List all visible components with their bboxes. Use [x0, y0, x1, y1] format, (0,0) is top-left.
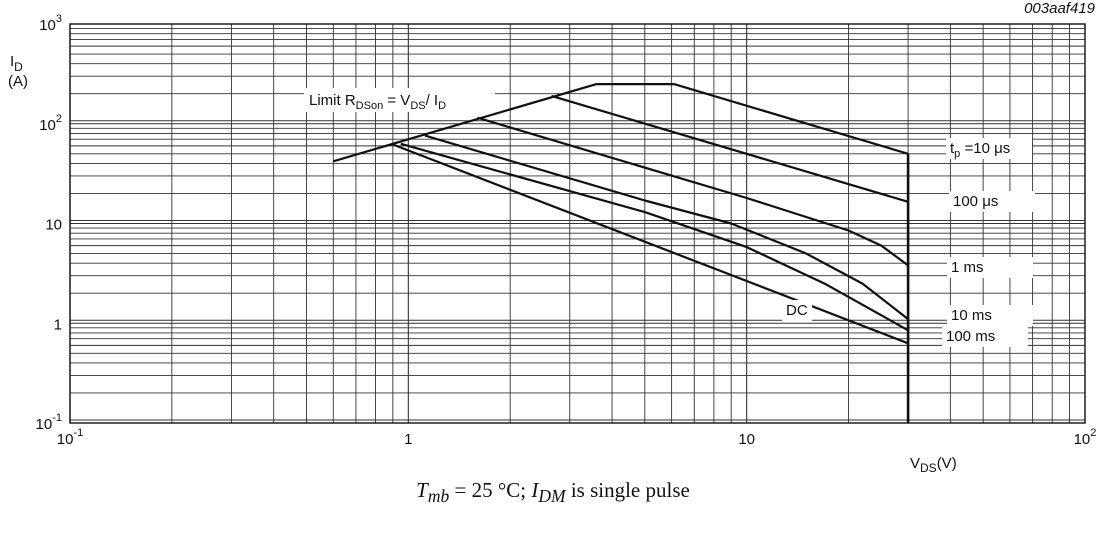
series-line: [400, 142, 909, 332]
y-axis-label: ID: [10, 53, 23, 74]
x-tick-label: 10: [738, 431, 755, 448]
series-labels: tp =10 μs 100 μs 1 ms 10 ms 100 ms DC: [782, 138, 1035, 347]
y-axis-unit: (A): [8, 73, 28, 90]
series-label: 10 ms: [951, 307, 992, 324]
series-line: [392, 143, 909, 345]
plot-frame: [69, 23, 1086, 424]
series-line: [551, 94, 909, 203]
series-label-bg: [946, 138, 1032, 159]
y-tick-label: 10: [45, 217, 62, 234]
figure-id: 003aaf419: [1024, 0, 1096, 17]
series-label-bg: [949, 191, 1035, 212]
series-line: [673, 83, 909, 155]
svg-text:Limit RDSon = VDS/ ID: Limit RDSon = VDS/ ID: [309, 92, 446, 112]
y-tick-label: 103: [39, 13, 62, 34]
x-tick-label: 102: [1074, 427, 1097, 448]
limit-rdson-label: Limit RDSon = VDS/ ID: [304, 88, 495, 112]
series-label-bg: [942, 326, 1028, 347]
y-tick-label: 102: [39, 113, 62, 134]
series-label-bg: [782, 300, 812, 321]
y-tick-label: 10-1: [36, 412, 62, 433]
series-line: [477, 116, 909, 267]
data-lines: [332, 83, 910, 423]
grid-lines: [69, 24, 1085, 424]
series-label-bg: [947, 257, 1033, 278]
y-tick-label: 1: [54, 316, 62, 333]
x-tick-label: 10-1: [57, 427, 83, 448]
series-label-bg: [947, 305, 1033, 326]
figure-caption: Tmb = 25 °C; IDM is single pulse: [416, 478, 690, 507]
series-label: tp =10 μs: [950, 140, 1010, 160]
tick-labels: 10-1 1 10 102 10-1 1 10 102 103: [36, 13, 1097, 448]
series-label: 100 μs: [953, 193, 998, 210]
x-tick-label: 1: [404, 431, 412, 448]
series-label: DC: [786, 302, 808, 319]
series-label: 1 ms: [951, 259, 984, 276]
series-line: [424, 134, 909, 320]
series-label: 100 ms: [946, 328, 995, 345]
x-axis-label: VDS(V): [910, 455, 957, 475]
